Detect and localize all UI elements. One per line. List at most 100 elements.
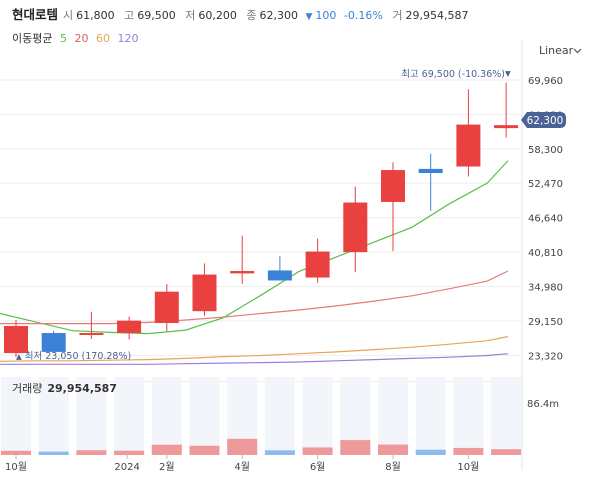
volume-slot xyxy=(189,377,220,455)
max-note-label: 최고 xyxy=(401,69,419,80)
candle xyxy=(192,263,217,316)
volume-bar xyxy=(264,450,295,455)
volume-bar xyxy=(151,444,182,455)
time-tick-label: 2024 xyxy=(114,462,139,473)
volume-panel-value: 29,954,587 xyxy=(47,382,117,395)
candle xyxy=(4,320,28,357)
min-note-label: 최저 xyxy=(25,351,42,362)
price-tag-shape xyxy=(521,112,566,128)
ma-120-label: 120 xyxy=(117,32,138,45)
time-tick-label: 10월 xyxy=(5,461,27,473)
min-note-value: 23,050 (170.28%) xyxy=(45,351,131,362)
candle xyxy=(381,162,405,251)
volume-slot xyxy=(453,377,484,455)
volume-bar xyxy=(340,440,371,455)
scale-mode-dropdown[interactable]: Linear xyxy=(539,44,582,57)
ma-5-label: 5 xyxy=(60,32,67,45)
candle xyxy=(343,186,368,273)
volume-bar xyxy=(1,450,31,455)
time-tick-label: 8월 xyxy=(385,461,401,473)
change-arrow: ▼ xyxy=(306,12,313,22)
candle-body xyxy=(230,271,255,274)
volume-bar xyxy=(491,449,522,455)
candlesticks xyxy=(4,82,519,357)
ma-legend-label: 이동평균 xyxy=(12,32,52,45)
price-tick-label: 23,320 xyxy=(528,351,563,362)
high-value: 69,500 xyxy=(137,9,176,22)
candle-body xyxy=(4,325,28,354)
current-price-tag: 62,300 xyxy=(521,112,566,128)
price-tick-label: 58,300 xyxy=(528,145,563,156)
volume-slot xyxy=(264,377,295,455)
candle xyxy=(267,256,292,281)
candle-body xyxy=(117,320,142,334)
candle-body xyxy=(456,124,481,167)
price-tick-label: 40,810 xyxy=(528,248,563,259)
volume-bar xyxy=(453,447,484,455)
volume-axis-label: 86.4m xyxy=(527,399,559,410)
time-tick-label: 2월 xyxy=(159,461,175,473)
price-tick-label: 52,470 xyxy=(528,179,563,190)
volume-bar xyxy=(76,450,107,455)
candle-body xyxy=(343,202,368,253)
volume-slot xyxy=(1,377,31,455)
volume-panel-title: 거래량 xyxy=(12,382,42,395)
scale-mode-label: Linear xyxy=(539,44,574,57)
volume-bar xyxy=(38,451,69,455)
price-tick-label: 34,980 xyxy=(528,282,563,293)
change-pct: -0.16% xyxy=(344,9,383,22)
close-label: 종 xyxy=(246,9,256,22)
volume-slot xyxy=(114,377,145,455)
time-axis: 10월 2024 2월 4월 6월 8월 10월 xyxy=(5,455,479,473)
price-tick-label: 69,960 xyxy=(528,76,563,87)
volume-bar xyxy=(114,450,145,455)
candle xyxy=(456,89,481,177)
volume-panel-label: 거래량 29,954,587 xyxy=(12,382,117,395)
candle-body xyxy=(41,333,66,352)
moving-average-lines xyxy=(0,160,509,365)
volume-slot xyxy=(151,377,182,455)
ohlc-summary: 시 61,800 고 69,500 저 60,200 종 62,300 ▼ 100 -0.… xyxy=(63,9,468,22)
volume-bar xyxy=(189,445,220,455)
ma-20-line xyxy=(0,270,509,325)
time-tick-label: 4월 xyxy=(234,461,250,473)
candle-body xyxy=(192,274,217,312)
volume-value: 29,954,587 xyxy=(405,9,468,22)
volume-slot xyxy=(76,377,107,455)
ma-5-line xyxy=(0,160,509,335)
open-value: 61,800 xyxy=(76,9,115,22)
volume-slot xyxy=(378,377,408,455)
high-label: 고 xyxy=(124,9,134,22)
volume-bar xyxy=(378,444,408,455)
volume-slot xyxy=(415,377,446,455)
candle-body xyxy=(79,333,104,336)
volume-bar xyxy=(302,447,333,455)
volume-bars xyxy=(1,377,522,455)
close-value: 62,300 xyxy=(260,9,299,22)
candle-body xyxy=(305,251,330,278)
max-price-note: 최고 69,500 (-10.36%) xyxy=(401,69,505,80)
ma-legend[interactable]: 이동평균 5 20 60 120 xyxy=(12,32,138,45)
volume-slot xyxy=(38,377,69,455)
volume-label: 거 xyxy=(392,9,402,22)
candle-body xyxy=(418,168,443,174)
volume-slot xyxy=(302,377,333,455)
chevron-down-icon xyxy=(573,48,582,54)
low-value: 60,200 xyxy=(198,9,237,22)
ma-120-line xyxy=(0,353,509,365)
volume-bar xyxy=(227,438,258,455)
candle-body xyxy=(381,170,405,202)
ma-60-label: 60 xyxy=(96,32,110,45)
min-price-note: ▲ 최저 23,050 (170.28%) xyxy=(16,351,131,362)
candle xyxy=(154,284,179,332)
candle-body xyxy=(267,270,292,281)
candle xyxy=(494,82,519,138)
ma-20-label: 20 xyxy=(74,32,88,45)
candle xyxy=(418,153,443,211)
time-tick-label: 10월 xyxy=(457,461,479,473)
max-note-value: 69,500 (-10.36%) xyxy=(422,69,505,80)
candle-body xyxy=(494,125,519,129)
volume-bar xyxy=(415,449,446,455)
price-tag-value: 62,300 xyxy=(527,115,564,127)
